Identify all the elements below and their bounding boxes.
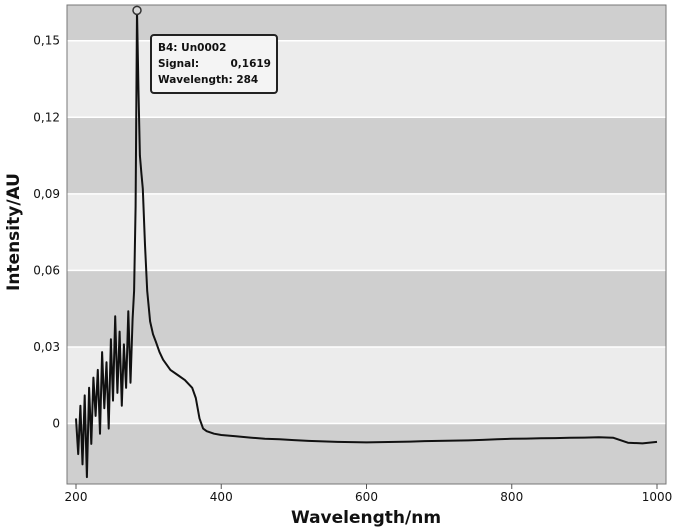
x-axis-ticks: 200 400 600 800 1000 bbox=[65, 484, 673, 504]
tooltip-box bbox=[150, 34, 278, 94]
band bbox=[67, 117, 666, 194]
peak-marker[interactable] bbox=[132, 5, 142, 16]
y-tick-label: 0,12 bbox=[33, 110, 60, 124]
x-tick-label: 1000 bbox=[642, 490, 673, 504]
y-tick-label: 0 bbox=[52, 417, 60, 431]
y-tick-label: 0,09 bbox=[33, 187, 60, 201]
x-tick-label: 600 bbox=[355, 490, 378, 504]
y-tick-label: 0,15 bbox=[33, 34, 60, 48]
y-axis-ticks: 0 0,03 0,06 0,09 0,12 0,15 bbox=[33, 34, 60, 431]
tooltip-signal-label: Signal: bbox=[158, 58, 199, 70]
band bbox=[67, 193, 666, 271]
band bbox=[67, 270, 666, 347]
x-tick-label: 400 bbox=[210, 490, 233, 504]
band bbox=[67, 346, 666, 424]
tooltip-wavelength: Wavelength: 284 bbox=[158, 74, 258, 86]
x-axis-title: Wavelength/nm bbox=[291, 508, 441, 528]
intensity-series-line bbox=[75, 9, 658, 479]
tooltip-signal-value: 0,1619 bbox=[230, 58, 271, 70]
band bbox=[67, 423, 666, 484]
y-tick-label: 0,03 bbox=[33, 340, 60, 354]
x-tick-label: 800 bbox=[500, 490, 523, 504]
y-tick-label: 0,06 bbox=[33, 263, 60, 277]
y-axis-title: Intensity/AU bbox=[4, 173, 24, 291]
tooltip-series-name: B4: Un0002 bbox=[158, 42, 226, 54]
x-tick-label: 200 bbox=[65, 490, 88, 504]
peak-tooltip: B4: Un0002 Signal: 0,1619 Wavelength: 28… bbox=[150, 34, 278, 94]
background-bands bbox=[67, 5, 666, 484]
